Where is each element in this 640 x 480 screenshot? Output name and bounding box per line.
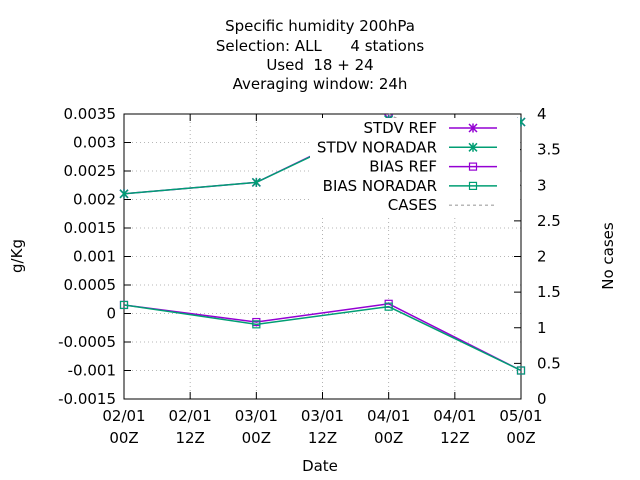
y-tick-label: -0.001	[68, 362, 116, 380]
y-tick-label: 0.0025	[64, 162, 117, 180]
point-marker	[119, 189, 129, 199]
point-marker	[251, 177, 261, 187]
legend-entry: STDV NORADAR	[317, 138, 497, 156]
x-tick-label: 05/01	[499, 407, 542, 425]
point-marker	[468, 181, 478, 190]
y-tick-label: 0.0035	[64, 105, 117, 123]
point-marker	[468, 123, 478, 133]
x-tick-label: 04/01	[367, 407, 410, 425]
x-tick-label: 00Z	[109, 429, 138, 447]
legend-label: BIAS REF	[369, 158, 437, 176]
x-tick-label: 12Z	[175, 429, 204, 447]
legend-entry: STDV REF	[363, 119, 497, 137]
x-tick-label: 00Z	[506, 429, 535, 447]
y2-tick-label: 1.5	[537, 283, 561, 301]
title-line-4: Averaging window: 24h	[232, 75, 408, 93]
y2-axis-label: No cases	[599, 222, 617, 290]
x-tick-label: 12Z	[440, 429, 469, 447]
y2-tick-label: 4	[537, 105, 547, 123]
point-marker	[468, 162, 478, 171]
y2-tick-label: 2	[537, 248, 547, 266]
x-tick-label: 04/01	[433, 407, 476, 425]
point-marker	[252, 320, 261, 329]
legend-entry: CASES	[388, 196, 497, 214]
x-axis-label: Date	[302, 457, 338, 475]
y-tick-label: 0.001	[73, 248, 116, 266]
y-tick-label: 0.003	[73, 134, 116, 152]
point-marker	[516, 366, 526, 375]
x-tick-label: 03/01	[301, 407, 344, 425]
x-tick-label: 02/01	[102, 407, 145, 425]
x-tick-label: 03/01	[235, 407, 278, 425]
title-line-3: Used 18 + 24	[266, 56, 374, 74]
y-tick-label: -0.0015	[58, 390, 116, 408]
legend-entry: BIAS NORADAR	[323, 177, 497, 195]
x-tick-label: 12Z	[308, 429, 337, 447]
point-marker	[468, 142, 478, 152]
legend-label: STDV NORADAR	[317, 138, 437, 156]
y2-tick-label: 0	[537, 390, 547, 408]
y-tick-label: 0.0015	[64, 219, 117, 237]
title-line-1: Specific humidity 200hPa	[225, 17, 415, 35]
y-axis-label: g/Kg	[8, 239, 26, 273]
y-tick-label: 0.002	[73, 191, 116, 209]
x-tick-label: 00Z	[242, 429, 271, 447]
x-tick-label: 00Z	[374, 429, 403, 447]
axes: -0.0015 -0.001 -0.0005 0 0.0005 0.001 0.0015 0.…	[58, 105, 561, 447]
y2-tick-label: 3.5	[537, 141, 561, 159]
series-bias-noradar	[119, 300, 526, 375]
title-line-2: Selection: ALL 4 stations	[215, 37, 425, 55]
y-tick-label: 0	[106, 305, 116, 323]
y2-tick-label: 1	[537, 319, 547, 337]
legend-entry: BIAS REF	[369, 158, 497, 176]
point-marker	[384, 302, 393, 311]
legend-label: STDV REF	[363, 119, 437, 137]
legend-label: BIAS NORADAR	[323, 177, 437, 195]
y2-tick-label: 3	[537, 176, 547, 194]
series-line	[123, 303, 522, 372]
y-tick-label: -0.0005	[58, 333, 116, 351]
x-tick-label: 02/01	[169, 407, 212, 425]
y-tick-label: 0.0005	[64, 276, 117, 294]
y2-tick-label: 2.5	[537, 212, 561, 230]
point-marker	[119, 300, 129, 310]
series-line	[123, 304, 522, 372]
legend-label: CASES	[388, 196, 437, 214]
y2-tick-label: 0.5	[537, 354, 561, 372]
